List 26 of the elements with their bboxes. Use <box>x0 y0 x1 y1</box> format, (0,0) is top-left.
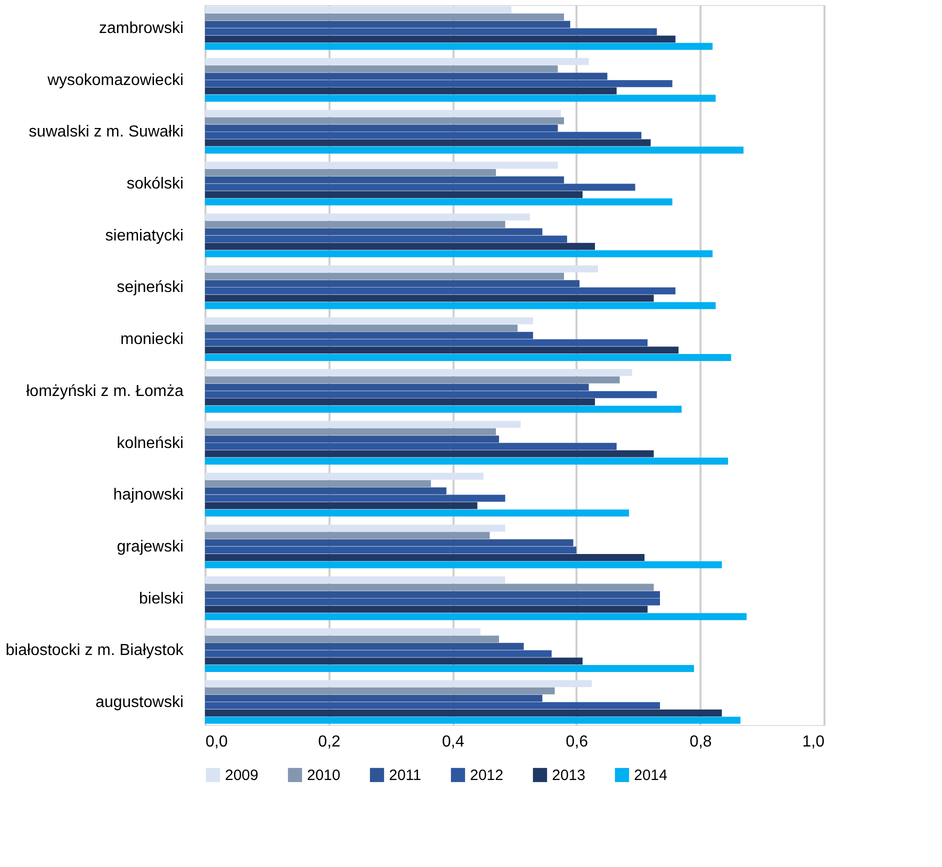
y-tick-label: sejneński <box>116 279 184 296</box>
y-tick-label: sokólski <box>126 176 184 193</box>
x-tick-label: 0,8 <box>690 734 712 750</box>
y-tick-label: bielski <box>139 590 184 608</box>
legend-label: 2009 <box>225 767 258 784</box>
legend-label: 2014 <box>634 767 668 784</box>
y-tick-label: kolneński <box>116 434 184 452</box>
y-tick-label: moniecki <box>120 331 184 348</box>
legend-label: 2011 <box>389 767 422 784</box>
legend-label: 2010 <box>307 767 340 784</box>
y-tick-label: łomżyński z m. Łomża <box>26 382 184 400</box>
y-tick-label: augustowski <box>95 694 184 711</box>
x-tick-label: 0,6 <box>566 734 588 750</box>
legend-label: 2013 <box>552 767 586 784</box>
y-tick-label: wysokomazowiecki <box>46 72 184 89</box>
x-tick-label: 1,0 <box>802 734 825 750</box>
y-tick-label: siemiatycki <box>105 227 184 244</box>
y-tick-label: hajnowski <box>113 486 184 504</box>
y-tick-label: suwalski z m. Suwałki <box>28 124 184 141</box>
y-tick-label: białostocki z m. Białystok <box>6 642 184 660</box>
y-tick-label: zambrowski <box>99 20 184 38</box>
legend-label: 2012 <box>470 767 504 784</box>
x-tick-label: 0,0 <box>206 734 228 750</box>
x-tick-label: 0,2 <box>318 734 341 750</box>
x-tick-label: 0,4 <box>442 734 464 750</box>
y-tick-label: grajewski <box>116 538 184 556</box>
